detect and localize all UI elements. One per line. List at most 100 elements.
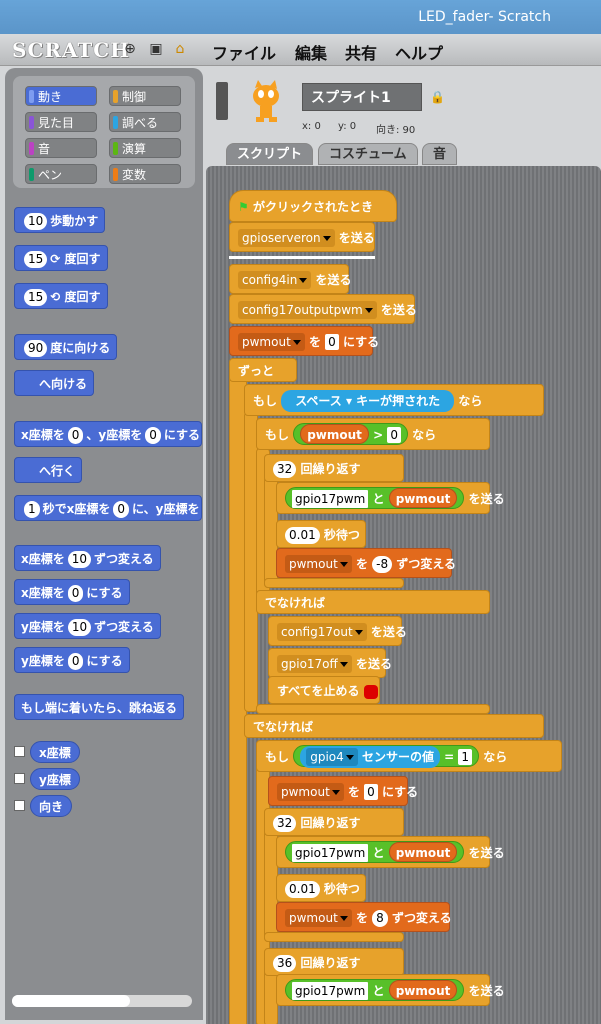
equals-operator[interactable]: gpio4 センサーの値 = 1 xyxy=(293,745,480,768)
reporter-direction[interactable]: 向き xyxy=(30,795,73,817)
pwmout-reporter[interactable]: pwmout xyxy=(300,424,369,444)
pwmout-reporter[interactable]: pwmout xyxy=(388,842,458,862)
category-motion[interactable]: 動き xyxy=(25,86,97,106)
block-input[interactable]: 90 xyxy=(24,340,48,357)
block-set-x[interactable]: x座標を 0 にする xyxy=(14,579,130,605)
variable-dropdown[interactable]: pwmout xyxy=(238,333,305,351)
greater-than-operator[interactable]: pwmout > 0 xyxy=(293,423,408,445)
message-dropdown[interactable]: config4in xyxy=(238,271,312,289)
block-repeat-32[interactable]: 32 回繰り返す xyxy=(264,808,404,836)
block-point-direction[interactable]: 90 度に向ける xyxy=(14,334,118,360)
sprite-name-field[interactable]: スプライト1 xyxy=(302,83,422,111)
block-glide[interactable]: 1 秒でx座標を 0 に、y座標を xyxy=(14,495,202,521)
menu-file[interactable]: ファイル xyxy=(212,44,277,63)
checkbox-direction[interactable] xyxy=(14,800,25,811)
block-turn-right[interactable]: 15 ⟳ 度回す xyxy=(14,245,108,271)
block-wait[interactable]: 0.01 秒待つ xyxy=(276,520,366,548)
block-broadcast-gpio17off[interactable]: gpio17off を送る xyxy=(268,648,392,678)
value-input[interactable]: 0 xyxy=(387,427,401,443)
value-input[interactable]: 1 xyxy=(458,749,473,765)
category-operators[interactable]: 演算 xyxy=(109,138,181,158)
value-input[interactable]: 8 xyxy=(372,910,388,927)
value-input[interactable]: 0 xyxy=(364,784,378,800)
block-turn-left[interactable]: 15 ⟲ 度回す xyxy=(14,283,108,309)
category-variables[interactable]: 変数 xyxy=(109,164,181,184)
block-set-pwmout[interactable]: pwmout を 0 にする xyxy=(229,326,379,356)
block-broadcast-gpioserveron[interactable]: gpioserveron を送る xyxy=(229,222,375,252)
block-change-y[interactable]: y座標を 10 ずつ変える xyxy=(14,613,161,639)
block-input[interactable]: 10 xyxy=(67,551,92,568)
message-dropdown[interactable]: gpioserveron xyxy=(238,229,335,247)
block-broadcast-config17outputpwm[interactable]: config17outputpwm を送る xyxy=(229,294,417,324)
block-repeat-32[interactable]: 32 回繰り返す xyxy=(264,454,404,482)
save-icon[interactable]: ▣ xyxy=(149,41,163,57)
join-operator[interactable]: gpio17pwm と pwmout xyxy=(285,841,465,863)
category-control[interactable]: 制御 xyxy=(109,86,181,106)
category-looks[interactable]: 見た目 xyxy=(25,112,97,132)
reporter-x[interactable]: x座標 xyxy=(30,741,80,763)
lock-icon[interactable]: 🔒 xyxy=(430,90,445,104)
block-forever[interactable]: ずっと xyxy=(229,358,297,382)
repeat-count[interactable]: 36 xyxy=(273,955,297,972)
block-move[interactable]: 10 歩動かす xyxy=(14,207,106,233)
block-change-pwmout[interactable]: pwmout を 8 ずつ変える xyxy=(276,902,452,932)
block-broadcast-join[interactable]: gpio17pwm と pwmout を送る xyxy=(276,482,505,514)
block-broadcast-config17out[interactable]: config17out を送る xyxy=(268,616,407,646)
string-input[interactable]: gpio17pwm xyxy=(292,982,369,1000)
message-dropdown[interactable]: config17outputpwm xyxy=(238,301,377,319)
block-set-pwmout[interactable]: pwmout を 0 にする xyxy=(268,776,418,806)
block-broadcast-join[interactable]: gpio17pwm と pwmout を送る xyxy=(276,836,505,868)
repeat-count[interactable]: 32 xyxy=(273,815,297,832)
sensor-dropdown[interactable]: gpio4 xyxy=(306,748,358,766)
block-when-flag-clicked[interactable]: ⚑ がクリックされたとき xyxy=(229,190,397,222)
string-input[interactable]: gpio17pwm xyxy=(292,490,369,508)
pwmout-reporter[interactable]: pwmout xyxy=(388,980,458,1000)
category-pen[interactable]: ペン xyxy=(25,164,97,184)
message-dropdown[interactable]: gpio17off xyxy=(277,655,352,673)
repeat-count[interactable]: 32 xyxy=(273,461,297,478)
block-input[interactable]: 0 xyxy=(113,501,130,518)
block-set-y[interactable]: y座標を 0 にする xyxy=(14,647,130,673)
block-point-towards[interactable]: へ向ける xyxy=(14,370,95,396)
script-area[interactable]: ⚑ がクリックされたとき gpioserveron を送る config4in … xyxy=(206,166,601,1024)
block-change-pwmout[interactable]: pwmout を -8 ずつ変える xyxy=(276,548,456,578)
menu-share[interactable]: 共有 xyxy=(345,44,378,63)
value-input[interactable]: 0 xyxy=(325,334,339,350)
wait-input[interactable]: 0.01 xyxy=(285,527,320,544)
wait-input[interactable]: 0.01 xyxy=(285,881,320,898)
block-input[interactable]: 15 xyxy=(24,251,48,268)
globe-icon[interactable]: ⊕ xyxy=(124,41,136,57)
checkbox-y[interactable] xyxy=(14,773,25,784)
block-if-key-pressed[interactable]: もし スペース ▾ キーが押された なら xyxy=(244,384,544,416)
message-dropdown[interactable]: config17out xyxy=(277,623,367,641)
block-if-sensor[interactable]: もし gpio4 センサーの値 = 1 なら xyxy=(256,740,562,772)
block-input[interactable]: 0 xyxy=(145,427,161,444)
variable-dropdown[interactable]: pwmout xyxy=(277,783,344,801)
string-input[interactable]: gpio17pwm xyxy=(292,844,369,862)
block-change-x[interactable]: x座標を 10 ずつ変える xyxy=(14,545,161,571)
block-goto[interactable]: へ行く xyxy=(14,457,83,483)
block-input[interactable]: 10 xyxy=(24,213,48,230)
menu-help[interactable]: ヘルプ xyxy=(395,44,444,63)
palette-scrollbar[interactable] xyxy=(12,995,192,1007)
menu-edit[interactable]: 編集 xyxy=(295,44,328,63)
sensor-value-reporter[interactable]: gpio4 センサーの値 xyxy=(300,746,440,768)
tab-costumes[interactable]: コスチューム xyxy=(318,143,418,165)
key-dropdown[interactable]: スペース xyxy=(295,394,342,408)
join-operator[interactable]: gpio17pwm と pwmout xyxy=(285,979,465,1001)
block-goto-xy[interactable]: x座標を 0 、y座標を 0 にする xyxy=(14,421,202,447)
rotation-style-icon[interactable] xyxy=(216,82,228,120)
block-input[interactable]: 0 xyxy=(67,427,84,444)
block-repeat-36[interactable]: 36 回繰り返す xyxy=(264,948,404,976)
value-input[interactable]: -8 xyxy=(372,556,393,573)
variable-dropdown[interactable]: pwmout xyxy=(285,909,352,927)
checkbox-x[interactable] xyxy=(14,746,25,757)
block-input[interactable]: 15 xyxy=(24,289,48,306)
pwmout-reporter[interactable]: pwmout xyxy=(388,488,458,508)
tab-scripts[interactable]: スクリプト xyxy=(226,143,314,165)
join-operator[interactable]: gpio17pwm と pwmout xyxy=(285,487,465,509)
category-sound[interactable]: 音 xyxy=(25,138,97,158)
tab-sounds[interactable]: 音 xyxy=(422,143,458,165)
block-stop-all[interactable]: すべてを止める xyxy=(268,676,380,704)
block-broadcast-config4in[interactable]: config4in を送る xyxy=(229,264,352,294)
